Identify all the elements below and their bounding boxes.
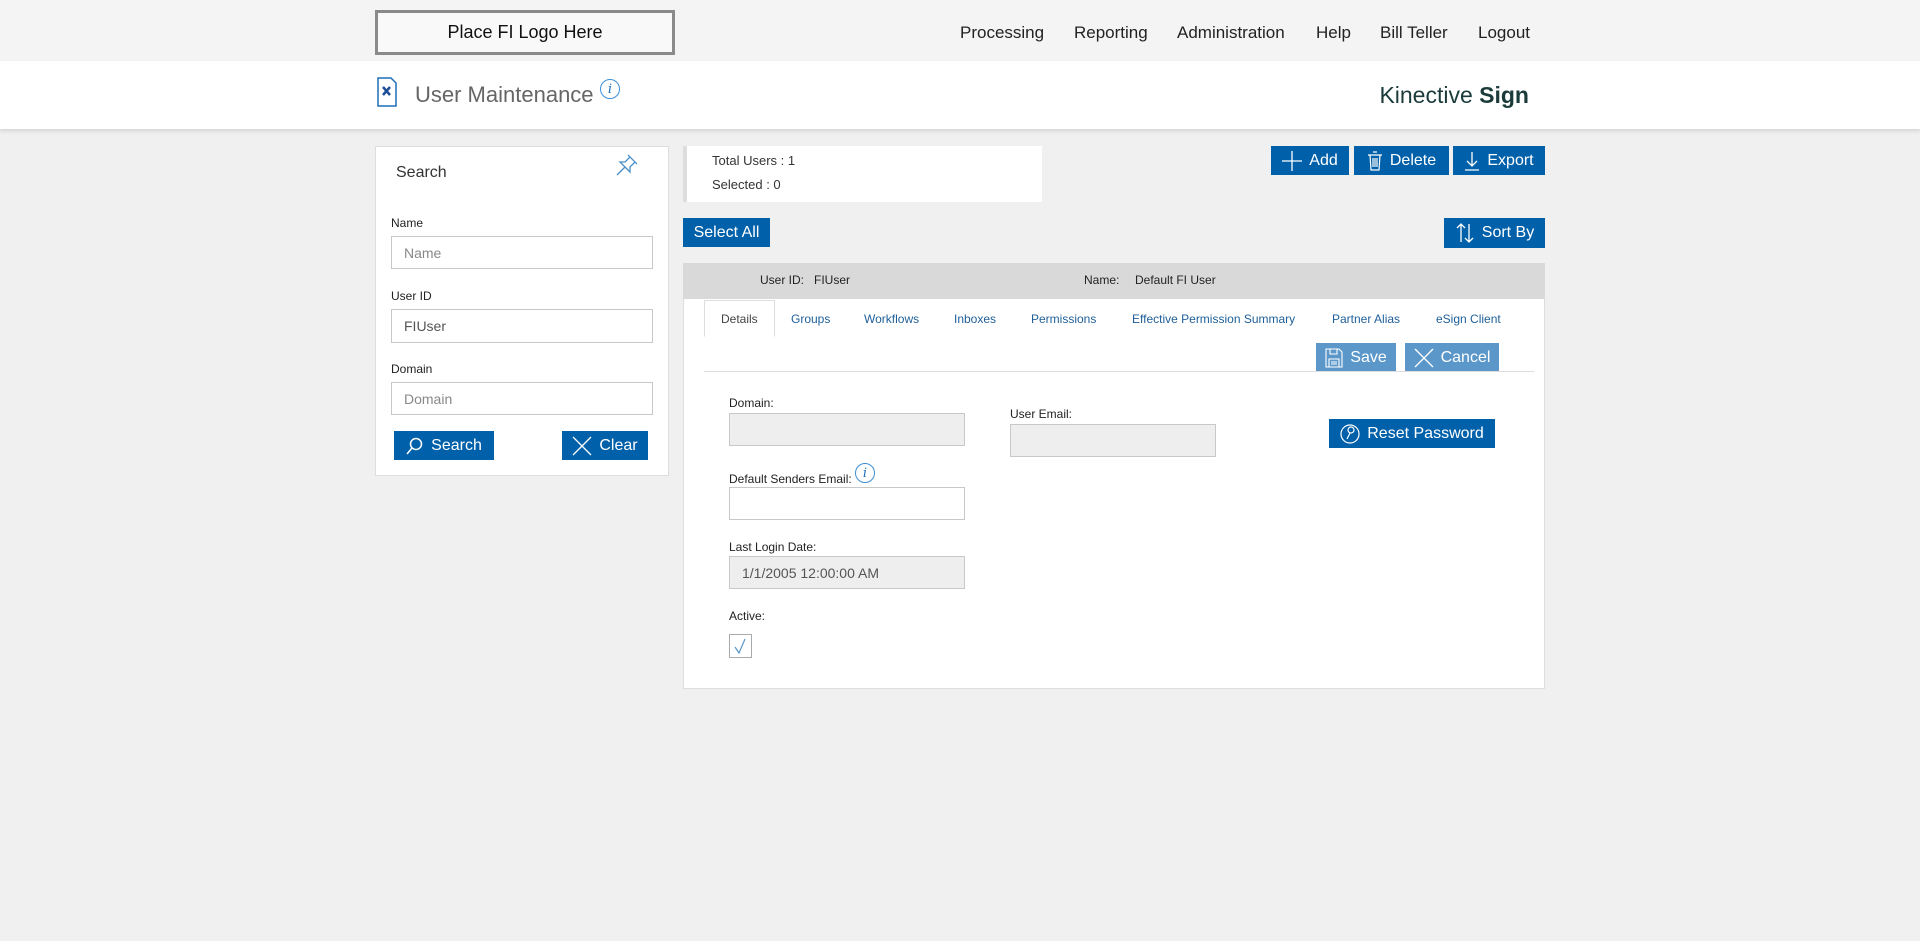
user-email-field[interactable]	[1010, 424, 1216, 457]
cancel-label: Cancel	[1440, 348, 1491, 366]
brand-bold: Sign	[1479, 82, 1529, 108]
add-button[interactable]: Add	[1271, 146, 1349, 175]
info-icon[interactable]: i	[855, 463, 875, 483]
userid-input[interactable]: FIUser	[391, 309, 653, 343]
sort-icon	[1456, 223, 1474, 243]
active-checkbox[interactable]	[729, 634, 752, 658]
total-users: Total Users : 1	[712, 153, 796, 168]
clear-button[interactable]: Clear	[562, 431, 648, 460]
last-login-value: 1/1/2005 12:00:00 AM	[742, 564, 879, 581]
nav-administration[interactable]: Administration	[1177, 23, 1285, 42]
sort-by-button[interactable]: Sort By	[1444, 218, 1545, 248]
domain-field[interactable]	[729, 413, 965, 446]
trash-icon	[1367, 150, 1382, 171]
name-label: Name	[391, 216, 424, 230]
user-name-label: Name:	[1084, 273, 1120, 287]
clear-button-label: Clear	[599, 436, 638, 454]
name-placeholder: Name	[404, 244, 442, 261]
close-icon	[572, 436, 592, 455]
export-button[interactable]: Export	[1453, 146, 1545, 175]
page-title: User Maintenance	[415, 82, 594, 107]
nav-reporting[interactable]: Reporting	[1074, 23, 1148, 42]
download-icon	[1465, 151, 1480, 171]
tab-partner-alias[interactable]: Partner Alias	[1332, 311, 1401, 326]
senders-email-field[interactable]	[729, 487, 965, 520]
last-login-label: Last Login Date:	[729, 540, 817, 554]
brand-light: Kinective	[1379, 82, 1473, 108]
nav-help[interactable]: Help	[1316, 23, 1351, 42]
save-button[interactable]: Save	[1316, 343, 1396, 372]
search-title: Search	[396, 164, 447, 181]
senders-email-label: Default Senders Email:	[729, 472, 852, 486]
select-all-button[interactable]: Select All	[683, 218, 770, 247]
user-maintenance-icon	[377, 77, 397, 107]
user-name-value: Default FI User	[1135, 273, 1216, 287]
search-button-label: Search	[431, 436, 482, 454]
top-bar	[0, 0, 1920, 61]
name-input[interactable]: Name	[391, 236, 653, 269]
add-label: Add	[1309, 151, 1338, 169]
userid-value: FIUser	[404, 318, 446, 334]
divider	[704, 371, 1534, 372]
logo-placeholder: Place FI Logo Here	[375, 10, 675, 55]
user-id-value: FIUser	[814, 273, 850, 287]
search-button[interactable]: Search	[394, 431, 494, 460]
checkmark-icon	[734, 638, 746, 655]
nav-logout[interactable]: Logout	[1478, 23, 1530, 42]
tab-details[interactable]: Details	[704, 300, 775, 337]
user-summary-row[interactable]	[683, 263, 1545, 299]
reset-password-label: Reset Password	[1367, 424, 1484, 442]
active-label: Active:	[729, 609, 766, 623]
tab-esign-client[interactable]: eSign Client	[1436, 311, 1501, 326]
domain-placeholder: Domain	[404, 390, 453, 407]
export-label: Export	[1487, 151, 1534, 169]
info-icon[interactable]: i	[600, 79, 620, 99]
user-detail-panel	[683, 263, 1545, 689]
tab-workflows[interactable]: Workflows	[864, 311, 920, 326]
tab-effective-permission-summary[interactable]: Effective Permission Summary	[1132, 311, 1296, 326]
tab-permissions[interactable]: Permissions	[1031, 311, 1097, 326]
delete-label: Delete	[1389, 151, 1437, 169]
domain-input[interactable]: Domain	[391, 382, 653, 415]
delete-button[interactable]: Delete	[1354, 146, 1449, 175]
plus-icon	[1282, 150, 1303, 171]
save-icon	[1325, 347, 1343, 368]
nav-user[interactable]: Bill Teller	[1380, 23, 1448, 42]
stats-box	[683, 146, 1042, 202]
sort-by-label: Sort By	[1481, 224, 1535, 241]
last-login-field: 1/1/2005 12:00:00 AM	[729, 556, 965, 589]
userid-label: User ID	[391, 289, 432, 303]
domain-label: Domain	[391, 362, 433, 376]
brand-logo: Kinective Sign	[1378, 82, 1529, 109]
nav-processing[interactable]: Processing	[960, 23, 1045, 42]
user-id-label: User ID:	[760, 273, 805, 287]
key-icon	[1340, 423, 1360, 444]
user-email-label: User Email:	[1010, 407, 1073, 421]
domain-field-label: Domain:	[729, 396, 774, 410]
pin-icon[interactable]	[614, 152, 640, 178]
close-icon	[1414, 348, 1434, 367]
tab-inboxes[interactable]: Inboxes	[954, 311, 997, 326]
selected-count: Selected : 0	[712, 177, 781, 192]
page-header	[0, 61, 1920, 129]
tab-groups[interactable]: Groups	[791, 311, 831, 326]
cancel-button[interactable]: Cancel	[1405, 343, 1499, 372]
search-icon	[406, 437, 423, 454]
save-label: Save	[1350, 348, 1387, 366]
reset-password-button[interactable]: Reset Password	[1329, 419, 1495, 448]
